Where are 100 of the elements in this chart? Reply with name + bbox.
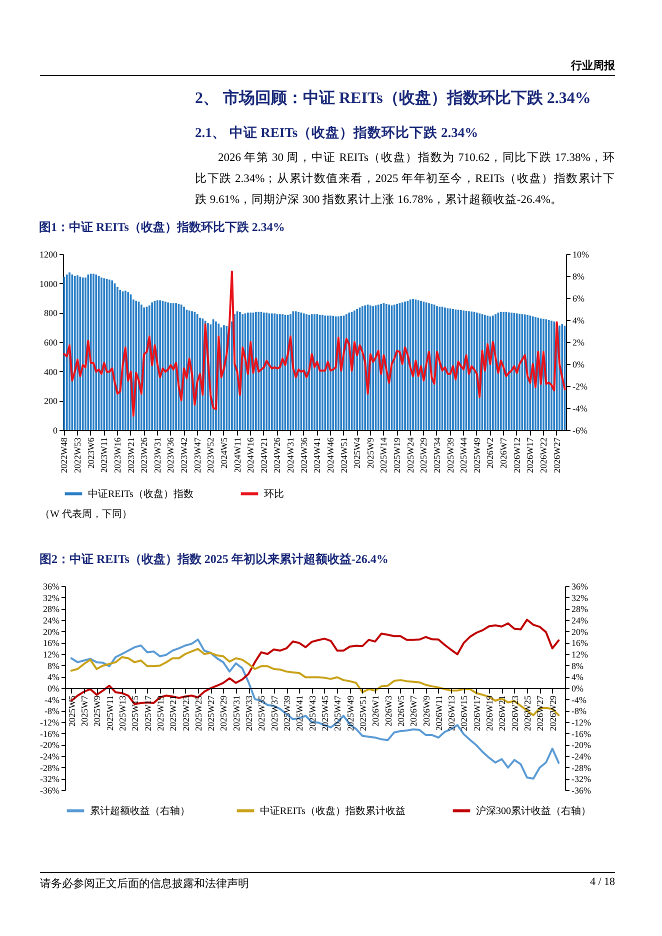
y-tick-label: 1200 [40,250,58,260]
legend-label: 环比 [264,488,284,500]
x-tick-label: 2025W14 [378,437,389,473]
legend-label: 中证REITs（收盘）指数 [88,488,194,500]
y2-tick-label: 0% [572,360,585,370]
y-tick-label: 400 [44,366,58,377]
x-tick-label: 2026W19 [484,695,495,731]
y-tick-label: 32% [43,592,60,603]
x-tick-label: 2026W27 [552,437,562,473]
y2-tick-label: -4% [572,694,587,705]
x-tick-label: 2023W11 [99,438,110,473]
y-tick-label: -8% [44,706,60,716]
x-tick-label: 2026W1 [370,696,381,726]
x-tick-label: 2024W21 [258,438,269,473]
x-tick-label: 2025W45 [320,695,330,731]
y2-tick-label: -24% [572,752,592,762]
x-tick-label: 2026W12 [512,438,522,473]
x-tick-label: 2023W6 [86,437,96,468]
y-tick-label: 200 [44,396,58,406]
y-tick-label: 28% [43,604,60,614]
y-tick-label: 1000 [40,278,58,289]
text: 2026 年第 30 周，中证 REITs（收盘）指数为 710.62，同比下跌 17.38%，环比下跌 2.34%；从累计数值来看，2025 年年初至今，REITs（收盘）指数累计下跌 9.61%，同期沪深 300 指数累计上涨 16.78%，累计超额收益-26.4%。 [195,150,615,208]
x-tick-label: 2026W9 [421,695,432,726]
line-series [70,638,560,780]
y-tick-label: -20% [40,740,60,750]
x-tick-label: 2025W34 [432,437,442,473]
y2-tick-label: 8% [572,272,585,282]
y-tick-label: 12% [43,650,60,660]
x-tick-label: 2026W15 [459,695,470,731]
x-tick-label: 2025W9 [365,437,376,468]
chart-title: 图1：中证 REITs（收盘）指数环比下跌 2.34% [39,220,285,234]
x-tick-label: 2024W16 [246,437,256,473]
x-tick-label: 2026W11 [434,696,444,731]
x-tick-label: 2026W23 [510,695,520,731]
line-series [63,270,566,417]
x-tick-label: 2024W31 [286,438,296,473]
x-tick-label: 2025W39 [445,437,456,473]
y2-tick-label: -36% [572,786,592,796]
x-tick-label: 2025W43 [307,695,318,731]
x-tick-label: 2026W5 [396,695,406,726]
chart-title: 图2：中证 REITs（收盘）指数 2025 年初以来累计超额收益-26.4% [40,552,388,566]
y2-tick-label: -8% [572,706,587,716]
y2-tick-label: 12% [572,650,588,660]
y-tick-label: 16% [43,638,60,648]
x-tick-label: 2025W27 [206,695,216,731]
y2-tick-label: -2% [572,382,588,392]
x-tick-label: 2025W49 [472,437,482,473]
x-tick-label: 2025W47 [332,695,343,731]
x-tick-label: 2023W16 [112,437,122,473]
text: 行业周报 [40,58,615,76]
x-tick-label: 2023W42 [179,438,190,473]
text: 4 / 18 [590,876,615,888]
legend-label: 累计超额收益（右轴） [90,804,190,817]
y-tick-label: -4% [44,694,60,705]
x-tick-label: 2025W31 [231,696,242,731]
y-tick-label: -28% [40,762,60,773]
y-tick-label: 4% [48,672,60,682]
x-tick-label: 2026W29 [548,695,558,731]
x-tick-label: 2025W24 [405,437,416,473]
legend-label: 沪深300累计收益（右轴） [476,804,591,817]
y-tick-label: -24% [40,752,60,762]
x-tick-label: 2025W5 [66,695,77,726]
x-tick-label: 2025W7 [79,695,90,726]
y-tick-label: 0 [53,426,58,436]
y2-tick-label: -6% [572,426,588,436]
x-tick-label: 2024W11 [232,438,242,473]
x-tick-label: 2022W53 [72,437,83,473]
x-tick-label: 2025W11 [104,696,115,731]
y2-tick-label: 8% [572,660,584,671]
y2-tick-label: 2% [572,338,585,348]
x-tick-label: 2025W17 [142,695,153,731]
x-tick-label: 2023W26 [139,437,150,473]
x-tick-label: 2024W26 [272,437,282,473]
y2-tick-label: 4% [572,316,585,326]
y-tick-label: -16% [40,728,60,739]
x-tick-label: 2024W51 [338,438,349,473]
x-tick-label: 2025W15 [130,695,140,731]
y-tick-label: 36% [43,582,60,592]
text: 2、 市场回顾：中证 REITs（收盘）指数环比下跌 2.34% [195,88,591,109]
x-tick-label: 2026W2 [485,438,496,468]
x-tick-label: 2024W41 [312,438,322,473]
x-tick-label: 2025W19 [155,695,166,731]
y-tick-label: -32% [40,774,60,784]
y2-tick-label: 24% [572,616,588,626]
x-tick-label: 2026W22 [538,438,548,473]
x-tick-label: 2026W7 [498,437,509,468]
x-tick-label: 2026W13 [446,695,457,731]
y2-tick-label: 10% [572,250,590,260]
y2-tick-label: -16% [572,728,592,739]
x-tick-label: 2022W48 [59,437,70,473]
x-tick-label: 2026W17 [472,695,482,731]
y-tick-label: 600 [44,338,58,348]
y2-tick-label: -28% [572,762,592,773]
x-tick-label: 2024W36 [298,437,309,473]
x-tick-label: 2025W39 [282,695,292,731]
x-tick-label: 2025W49 [345,695,356,731]
x-tick-label: 2025W25 [193,695,204,731]
y2-tick-label: 32% [572,592,588,603]
y2-tick-label: 20% [572,626,588,637]
y2-tick-label: -12% [572,718,592,728]
